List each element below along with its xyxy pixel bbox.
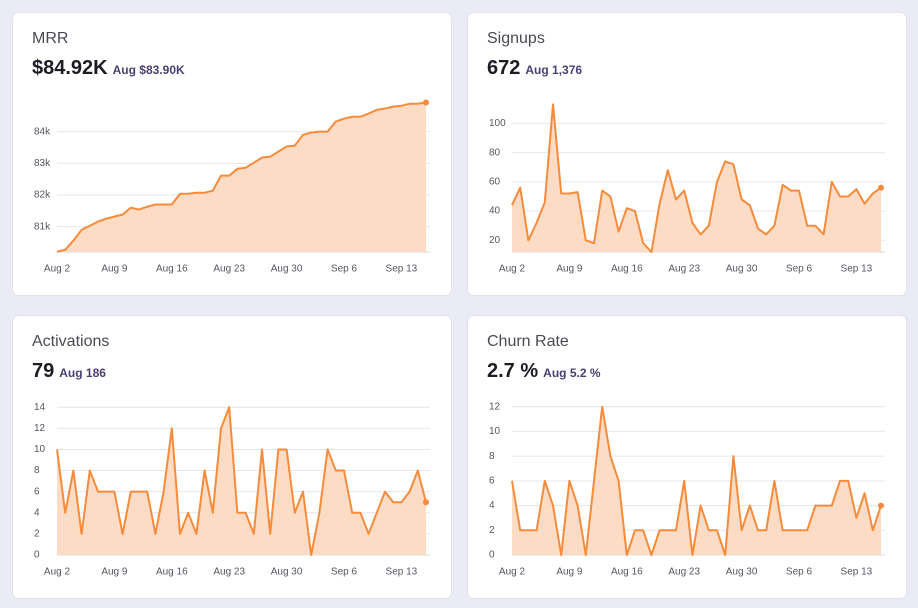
kpi-comparison: Aug $83.90K (113, 63, 185, 77)
metric-card: Signups 672 Aug 1,376 20 40 60 80 100 Aug 2 Aug 9… (467, 12, 907, 296)
x-tick-label: Aug 9 (556, 264, 583, 275)
x-tick-label: Aug 30 (726, 567, 758, 578)
x-tick-label: Aug 2 (44, 264, 71, 275)
metric-card: MRR $84.92K Aug $83.90K 81k 82k 83k 84k Aug 2 Au… (12, 12, 452, 296)
metric-card: Churn Rate 2.7 % Aug 5.2 % 0 2 4 6 8 10 12 Aug 2 Au… (467, 315, 907, 599)
y-tick-label: 10 (34, 444, 46, 455)
y-tick-label: 12 (489, 401, 501, 412)
kpi-value: 79 (32, 360, 54, 382)
card-title: Churn Rate (487, 333, 569, 350)
y-tick-label: 10 (489, 426, 501, 437)
kpi-comparison: Aug 186 (59, 366, 106, 380)
area (57, 407, 426, 555)
y-tick-label: 81k (34, 221, 51, 232)
card (467, 315, 907, 599)
y-tick-label: 6 (489, 475, 495, 486)
x-tick-label: Aug 30 (271, 264, 303, 275)
y-tick-label: 0 (489, 550, 495, 561)
y-tick-label: 83k (34, 158, 51, 169)
y-tick-label: 12 (34, 423, 46, 434)
y-tick-label: 14 (34, 402, 46, 413)
x-tick-label: Aug 23 (213, 264, 245, 275)
last-point (878, 184, 884, 191)
x-tick-label: Aug 9 (101, 264, 128, 275)
card-title: Signups (487, 30, 545, 47)
x-tick-label: Sep 13 (386, 264, 418, 275)
x-tick-label: Aug 16 (611, 264, 643, 275)
y-tick-label: 2 (34, 529, 40, 540)
line (56, 101, 427, 253)
kpi-value: 2.7 % (487, 360, 538, 382)
y-tick-label: 80 (489, 147, 501, 158)
card-title: Activations (32, 333, 109, 350)
last-point (423, 99, 429, 106)
y-tick-label: 8 (489, 451, 495, 462)
x-tick-label: Sep 13 (841, 264, 873, 275)
kpi-comparison: Aug 1,376 (525, 63, 582, 77)
y-tick-label: 8 (34, 465, 40, 476)
card-title: MRR (32, 30, 68, 47)
x-tick-label: Sep 6 (786, 264, 813, 275)
y-tick-label: 60 (489, 176, 501, 187)
card (467, 12, 907, 296)
y-tick-label: 4 (34, 507, 40, 518)
area (512, 406, 881, 555)
x-tick-label: Sep 13 (841, 567, 873, 578)
x-tick-label: Sep 6 (786, 567, 813, 578)
area (57, 102, 426, 252)
x-tick-label: Sep 6 (331, 264, 358, 275)
x-tick-label: Aug 2 (44, 567, 71, 578)
last-point (423, 499, 429, 506)
x-tick-label: Aug 16 (156, 264, 188, 275)
x-tick-label: Aug 30 (726, 264, 758, 275)
y-tick-label: 4 (489, 500, 495, 511)
y-tick-label: 2 (489, 525, 495, 536)
x-tick-label: Sep 13 (386, 567, 418, 578)
kpi-comparison: Aug 5.2 % (543, 366, 601, 380)
line (56, 406, 427, 556)
area (512, 104, 881, 252)
x-tick-label: Aug 9 (556, 567, 583, 578)
x-tick-label: Aug 23 (668, 264, 700, 275)
x-tick-label: Aug 9 (101, 567, 128, 578)
x-tick-label: Aug 23 (668, 567, 700, 578)
x-tick-label: Sep 6 (331, 567, 358, 578)
kpi-value: 672 (487, 57, 520, 79)
y-tick-label: 100 (489, 118, 506, 129)
y-tick-label: 84k (34, 126, 51, 137)
x-tick-label: Aug 16 (156, 567, 188, 578)
y-tick-label: 82k (34, 190, 51, 201)
x-tick-label: Aug 2 (499, 264, 526, 275)
y-tick-label: 6 (34, 486, 40, 497)
metric-card: Activations 79 Aug 186 0 2 4 6 8 10 12 14 Aug 2 Aug … (12, 315, 452, 599)
line (511, 103, 882, 253)
x-tick-label: Aug 30 (271, 567, 303, 578)
x-tick-label: Aug 2 (499, 567, 526, 578)
y-tick-label: 0 (34, 550, 40, 561)
y-tick-label: 40 (489, 206, 501, 217)
line (511, 405, 882, 556)
x-tick-label: Aug 16 (611, 567, 643, 578)
last-point (878, 502, 884, 509)
x-tick-label: Aug 23 (213, 567, 245, 578)
y-tick-label: 20 (489, 235, 501, 246)
kpi-value: $84.92K (32, 57, 108, 79)
